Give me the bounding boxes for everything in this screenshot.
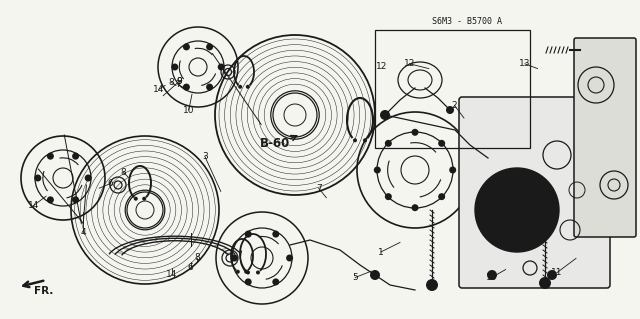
Text: 14: 14 [28,201,39,210]
Text: 12: 12 [376,63,388,71]
Circle shape [183,84,190,91]
Circle shape [426,279,438,291]
Circle shape [206,43,213,50]
Circle shape [438,193,445,200]
Circle shape [272,231,279,238]
Text: 8: 8 [169,78,174,87]
Circle shape [374,167,381,174]
Circle shape [412,129,419,136]
Circle shape [370,270,380,280]
Circle shape [142,197,146,201]
Circle shape [272,278,279,286]
Circle shape [489,182,545,238]
Circle shape [238,85,242,89]
Text: S6M3 - B5700 A: S6M3 - B5700 A [432,17,502,26]
Circle shape [438,140,445,147]
Text: 15: 15 [486,273,497,282]
Circle shape [35,174,42,182]
Text: 1: 1 [378,248,383,256]
Circle shape [244,278,252,286]
Circle shape [134,197,138,201]
Circle shape [385,193,392,200]
Text: 9: 9 [177,77,182,86]
Text: FR.: FR. [34,286,53,296]
Text: 13: 13 [519,59,531,68]
Circle shape [412,204,419,211]
Circle shape [449,167,456,174]
Circle shape [47,153,54,160]
Circle shape [487,270,497,280]
Text: 2: 2 [452,101,457,110]
Circle shape [231,255,238,262]
Circle shape [353,138,357,142]
Circle shape [385,140,392,147]
Text: 6: 6 [108,179,113,188]
Text: 3: 3 [202,152,207,161]
Circle shape [547,270,557,280]
FancyBboxPatch shape [459,97,610,288]
Text: 6: 6 [188,263,193,272]
Text: 4: 4 [81,228,86,237]
Circle shape [246,271,250,274]
Circle shape [206,84,213,91]
Circle shape [72,196,79,203]
Text: 8: 8 [195,253,200,262]
Circle shape [380,110,390,120]
Circle shape [244,270,248,274]
Circle shape [172,63,179,70]
Text: 12: 12 [404,59,415,68]
Circle shape [218,63,225,70]
Text: 5: 5 [353,273,358,282]
Text: 7: 7 [175,80,180,89]
Text: B-60: B-60 [260,137,291,150]
Text: 11: 11 [551,268,563,277]
Circle shape [183,43,190,50]
Text: 9: 9 [177,77,182,86]
Bar [375,30,530,148]
Circle shape [256,271,260,274]
Circle shape [47,196,54,203]
Text: 7: 7 [316,184,321,193]
Circle shape [363,138,367,142]
Circle shape [72,153,79,160]
Text: 8: 8 [121,168,126,177]
Circle shape [244,231,252,238]
Circle shape [475,168,559,252]
Circle shape [246,85,250,89]
Circle shape [236,270,240,274]
Text: 10: 10 [183,106,195,115]
Text: 14: 14 [153,85,164,94]
Text: 14: 14 [166,270,177,279]
Circle shape [286,255,293,262]
FancyBboxPatch shape [574,38,636,237]
Circle shape [84,174,92,182]
Circle shape [539,277,551,289]
Circle shape [446,106,454,114]
